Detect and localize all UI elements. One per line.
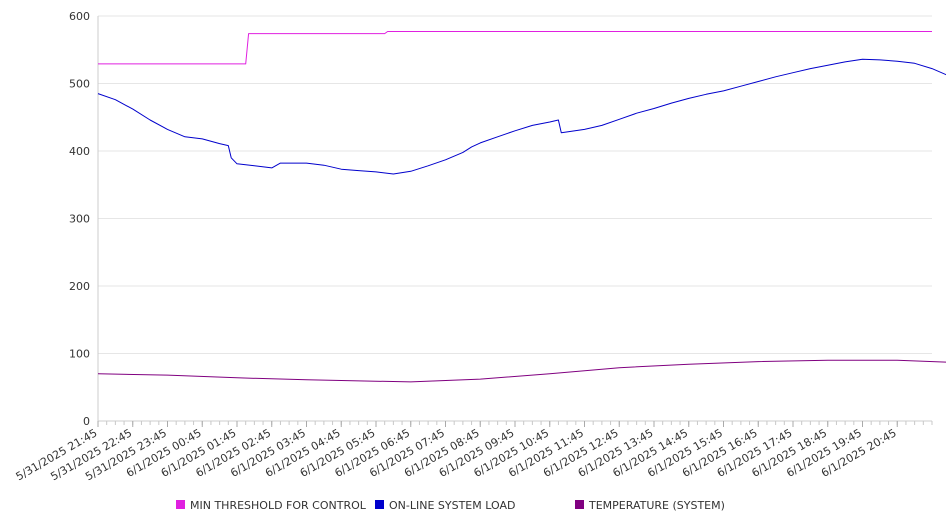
series-line-1: [98, 31, 932, 65]
legend-label-1: MIN THRESHOLD FOR CONTROL: [190, 499, 367, 512]
y-tick-label: 500: [69, 78, 90, 91]
y-tick-label: 300: [69, 213, 90, 226]
y-tick-label: 200: [69, 280, 90, 293]
y-tick-label: 600: [69, 10, 90, 23]
legend-label-3: TEMPERATURE (SYSTEM): [588, 499, 725, 512]
legend-swatch-1: [176, 500, 185, 509]
y-tick-label: 400: [69, 145, 90, 158]
series-line-3: [97, 359, 946, 383]
legend-label-2: ON-LINE SYSTEM LOAD: [389, 499, 515, 512]
series-line-2: [97, 58, 946, 175]
legend-swatch-2: [375, 500, 384, 509]
legend-swatch-3: [575, 500, 584, 509]
y-tick-label: 100: [69, 348, 90, 361]
y-tick-label: 0: [83, 415, 90, 428]
